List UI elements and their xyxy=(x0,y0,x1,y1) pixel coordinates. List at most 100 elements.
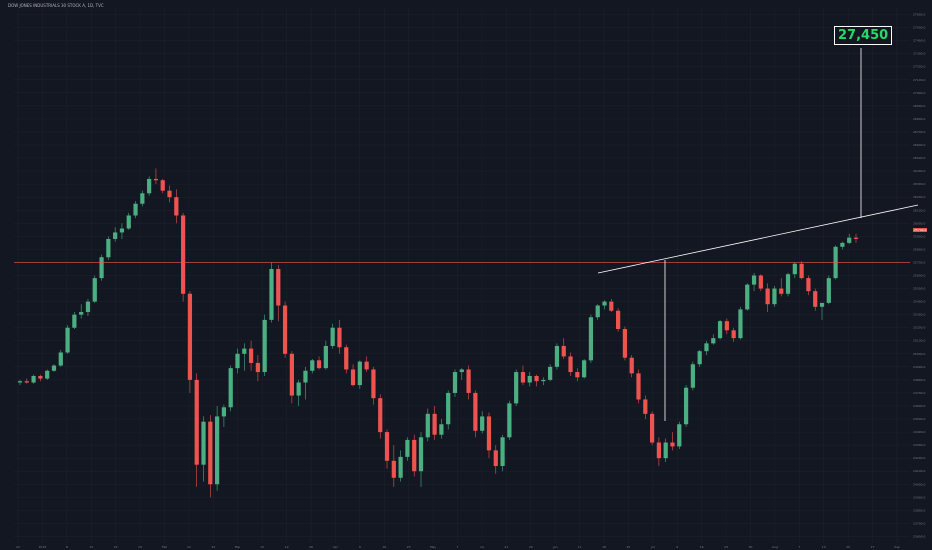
candle-body xyxy=(85,301,91,313)
x-tick-label: 23 xyxy=(407,545,411,549)
candle-body xyxy=(819,302,825,307)
x-tick-label: Jul xyxy=(650,545,655,549)
candle-body xyxy=(473,392,478,431)
y-tick-label: 24100.0 xyxy=(913,469,925,473)
candle-body xyxy=(296,382,301,396)
candle-body xyxy=(113,232,118,239)
candle-body xyxy=(493,450,498,467)
candle-body xyxy=(153,178,159,181)
candle-body xyxy=(289,353,294,396)
x-tick-label: 20 xyxy=(846,545,850,549)
y-tick-label: 25200.0 xyxy=(913,326,925,330)
x-tick-label: 20 xyxy=(211,545,215,549)
y-tick-label: 23600.0 xyxy=(913,534,925,538)
candle-body xyxy=(582,360,587,378)
y-tick-label: 24300.0 xyxy=(913,443,925,447)
candle-body xyxy=(269,268,274,320)
candle-body xyxy=(187,293,193,380)
candle-body xyxy=(17,381,23,383)
x-tick-label: 25 xyxy=(627,545,631,549)
chart-title: DOW JONES INDUSTRIALS 30 STOCK A, 1D, TV… xyxy=(8,3,104,8)
x-tick-label: 8 xyxy=(66,545,68,549)
candle-body xyxy=(106,238,111,258)
candle-body xyxy=(711,338,716,344)
x-tick-label: 15 xyxy=(89,545,93,549)
candle-body xyxy=(357,361,362,386)
candle-body xyxy=(214,416,220,485)
candle-body xyxy=(45,370,50,379)
candle-body xyxy=(126,215,131,229)
candle-body xyxy=(371,369,376,399)
y-tick-label: 27500.0 xyxy=(913,26,925,30)
candle-body xyxy=(656,442,662,459)
candle-body xyxy=(65,327,70,353)
candle-body xyxy=(609,301,614,311)
candle-body xyxy=(235,353,240,369)
x-tick-label: Feb xyxy=(162,545,167,549)
y-tick-label: 26300.0 xyxy=(913,182,925,186)
candle-body xyxy=(486,416,492,451)
y-tick-label: 25100.0 xyxy=(913,339,925,343)
y-tick-label: 27000.0 xyxy=(913,91,925,95)
candle-body xyxy=(391,460,396,478)
x-tick-label: 18 xyxy=(602,545,606,549)
x-tick-label: 22 xyxy=(114,545,118,549)
candle-body xyxy=(337,327,342,348)
x-tick-label: 29 xyxy=(529,545,533,549)
candle-body xyxy=(738,309,743,339)
candle-body xyxy=(548,366,553,380)
candle-body xyxy=(751,275,757,285)
x-tick-label: 12 xyxy=(260,545,264,549)
x-tick-label: 14 xyxy=(480,545,484,549)
candle-body xyxy=(806,278,811,292)
candle-body xyxy=(568,356,573,373)
candle-body xyxy=(629,357,634,374)
x-tick-label: Aug xyxy=(772,545,778,549)
candle-body xyxy=(670,442,675,447)
y-tick-label: 24600.0 xyxy=(913,404,925,408)
y-tick-label: 27600.0 xyxy=(913,13,925,17)
candle-body xyxy=(432,413,437,435)
candle-body xyxy=(248,348,254,363)
candle-body xyxy=(649,413,655,443)
x-tick-label: 7 xyxy=(457,545,459,549)
x-tick-label: 9 xyxy=(359,545,361,549)
y-tick-label: 25900.0 xyxy=(913,234,925,238)
candle-body xyxy=(242,348,247,354)
candle-body xyxy=(72,314,77,328)
candle-body xyxy=(51,365,57,371)
candle-body xyxy=(140,193,145,204)
target-price-label: 27,450 xyxy=(834,26,893,45)
trendline xyxy=(597,204,919,274)
candle-body xyxy=(194,379,199,465)
candle-body xyxy=(350,369,356,386)
candle-body xyxy=(792,263,797,275)
candle-body xyxy=(405,439,410,457)
candle-body xyxy=(425,413,430,438)
candle-body xyxy=(364,361,369,370)
y-tick-label: 25600.0 xyxy=(913,274,925,278)
candle-body xyxy=(745,284,750,310)
candle-body xyxy=(616,310,621,329)
candle-body xyxy=(663,442,668,459)
x-tick-label: 9 xyxy=(676,545,678,549)
x-tick-label: 16 xyxy=(700,545,704,549)
candle-body xyxy=(330,327,335,346)
candle-body xyxy=(772,288,777,305)
candle-body xyxy=(541,379,546,382)
y-tick-label: 23900.0 xyxy=(913,495,925,499)
candle-body xyxy=(133,203,138,216)
candle-body xyxy=(221,407,227,417)
y-tick-label: 26400.0 xyxy=(913,169,925,173)
y-tick-label: 26800.0 xyxy=(913,117,925,121)
candle-body xyxy=(480,416,485,431)
y-tick-label: 24500.0 xyxy=(913,417,925,421)
y-tick-label: 25000.0 xyxy=(913,352,925,356)
candle-body xyxy=(622,329,628,358)
candle-body xyxy=(208,421,213,485)
x-tick-label: 23 xyxy=(724,545,728,549)
y-tick-label: 27200.0 xyxy=(913,65,925,69)
candle-body xyxy=(717,321,723,339)
y-tick-label: 24700.0 xyxy=(913,391,925,395)
